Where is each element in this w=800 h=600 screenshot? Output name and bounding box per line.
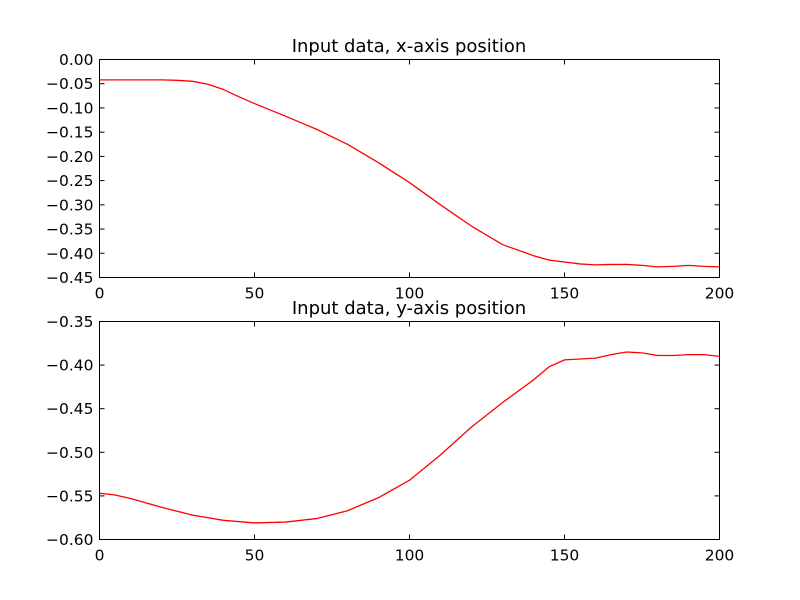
- y-position-xtick-label: 50: [245, 547, 265, 565]
- x-position-xtick-label: 0: [95, 285, 105, 303]
- y-position-plot-area: 0 50 100 150 200 −0.35 −0.40 −0.45 −0.50 −0.55 −0.…: [46, 313, 734, 565]
- x-position-plot-area: 0 50 100 150 200 0.00 −0.05 −0.10 −0.15 −0.20 −0.2…: [46, 51, 734, 303]
- x-position-chart-title: Input data, x-axis position: [292, 36, 527, 57]
- x-position-ytick-label: 0.00: [59, 51, 94, 69]
- x-position-xtick-label: 150: [550, 285, 580, 303]
- x-position-ytick-label: −0.45: [46, 269, 94, 287]
- x-position-xtick-label: 100: [395, 285, 425, 303]
- x-position-ytick-label: −0.15: [46, 124, 94, 142]
- x-position-subplot: Input data, x-axis position 0 50 100 150 200…: [46, 36, 734, 303]
- y-position-xtick-label: 200: [705, 547, 735, 565]
- y-position-ytick-label: −0.60: [46, 531, 94, 549]
- x-position-ytick-label: −0.40: [46, 245, 94, 263]
- y-position-chart-title: Input data, y-axis position: [292, 298, 526, 319]
- x-position-ytick-label: −0.10: [46, 99, 94, 117]
- y-position-series-line: [99, 351, 720, 524]
- y-position-subplot: Input data, y-axis position 0 50 100 150 200…: [46, 298, 734, 565]
- x-position-xtick-label: 50: [245, 285, 265, 303]
- y-position-ytick-label: −0.35: [46, 313, 94, 331]
- x-position-ytick-label: −0.05: [46, 75, 94, 93]
- x-position-axes-frame: [99, 59, 720, 278]
- y-position-axes-frame: [99, 321, 720, 540]
- x-position-ytick-label: −0.25: [46, 172, 94, 190]
- x-position-ytick-label: −0.30: [46, 196, 94, 214]
- y-position-xtick-label: 150: [550, 547, 580, 565]
- x-position-ytick-label: −0.35: [46, 221, 94, 239]
- y-position-xtick-label: 0: [95, 547, 105, 565]
- y-position-ytick-label: −0.50: [46, 444, 94, 462]
- y-position-ytick-label: −0.40: [46, 357, 94, 375]
- y-position-ytick-label: −0.55: [46, 487, 94, 505]
- y-position-xtick-label: 100: [395, 547, 425, 565]
- x-position-series-line: [99, 79, 720, 268]
- y-position-ytick-label: −0.45: [46, 400, 94, 418]
- x-position-ytick-label: −0.20: [46, 148, 94, 166]
- x-position-xtick-label: 200: [705, 285, 735, 303]
